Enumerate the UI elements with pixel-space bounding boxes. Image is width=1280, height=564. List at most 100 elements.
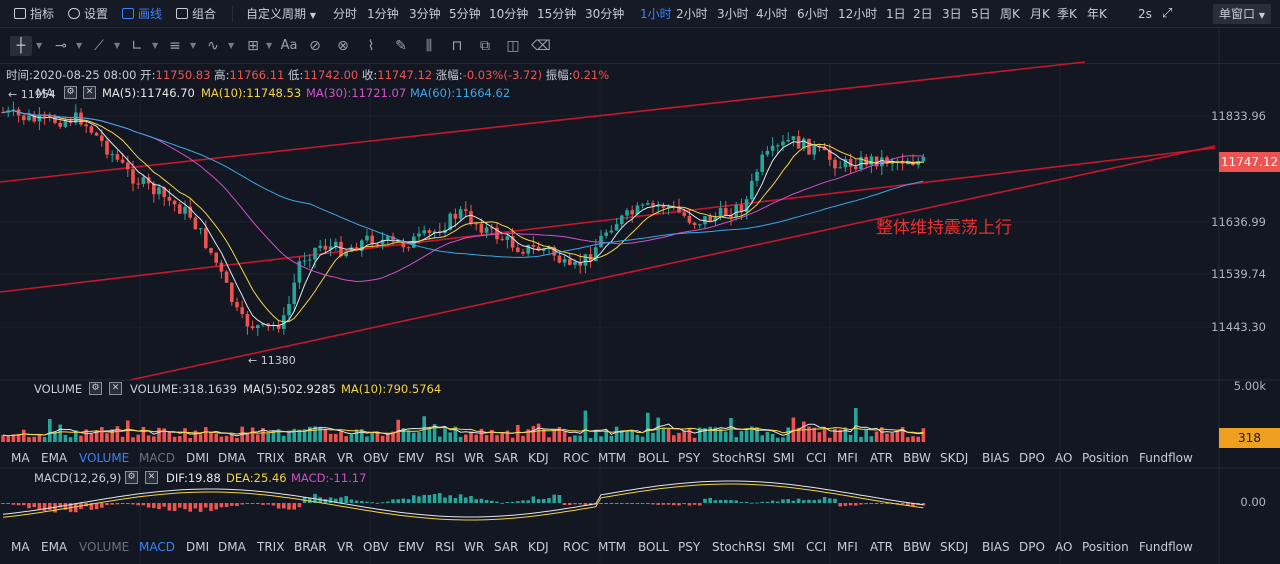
indicator-tab-wr[interactable]: WR bbox=[464, 451, 485, 465]
period-3[interactable]: 5分钟 bbox=[449, 7, 481, 21]
indicator-tab-ao[interactable]: AO bbox=[1055, 451, 1073, 465]
period-9[interactable]: 3小时 bbox=[717, 7, 749, 21]
indicator-tab-dpo[interactable]: DPO bbox=[1019, 540, 1045, 554]
custom-period-dropdown[interactable]: 自定义周期 ▼ bbox=[246, 7, 316, 21]
period-14[interactable]: 2日 bbox=[913, 7, 933, 21]
angle-tool-icon[interactable]: ∟ bbox=[131, 38, 143, 54]
period-6[interactable]: 30分钟 bbox=[585, 7, 625, 21]
caret-down-icon[interactable]: ▼ bbox=[36, 41, 43, 50]
indicator-tab-smi[interactable]: SMI bbox=[773, 451, 795, 465]
trend-annotation[interactable]: 整体维持震荡上行 bbox=[876, 218, 1012, 238]
caret-down-icon[interactable]: ▼ bbox=[266, 41, 273, 50]
indicator-tab-emv[interactable]: EMV bbox=[398, 451, 425, 465]
period-1[interactable]: 1分钟 bbox=[367, 7, 399, 21]
indicator-tab-ma[interactable]: MA bbox=[11, 451, 30, 465]
indicator-tab-fundflow[interactable]: Fundflow bbox=[1139, 540, 1193, 554]
channel-upper-line[interactable] bbox=[0, 61, 1086, 183]
trend-channel[interactable] bbox=[0, 61, 1216, 381]
copy-icon[interactable]: ⧉ bbox=[480, 38, 490, 54]
indicator-tab-sar[interactable]: SAR bbox=[494, 540, 519, 554]
period-20[interactable]: 年K bbox=[1087, 7, 1107, 21]
settings-icon[interactable]: ⚙ bbox=[64, 86, 77, 99]
period-10[interactable]: 4小时 bbox=[756, 7, 788, 21]
period-18[interactable]: 月K bbox=[1030, 7, 1050, 21]
indicator-tab-atr[interactable]: ATR bbox=[870, 540, 893, 554]
indicator-tab-sar[interactable]: SAR bbox=[494, 451, 519, 465]
indicator-tab-emv[interactable]: EMV bbox=[398, 540, 425, 554]
caret-down-icon[interactable]: ▼ bbox=[76, 41, 83, 50]
indicator-tab-obv[interactable]: OBV bbox=[363, 451, 389, 465]
period-16[interactable]: 5日 bbox=[971, 7, 991, 21]
indicator-tab-wr[interactable]: WR bbox=[464, 540, 485, 554]
measure-tool-icon[interactable]: ⊞ bbox=[247, 38, 259, 54]
magnet-icon[interactable]: ⊘ bbox=[309, 38, 321, 54]
indicator-tab-rsi[interactable]: RSI bbox=[435, 540, 455, 554]
period-8[interactable]: 2小时 bbox=[676, 7, 708, 21]
refresh-interval[interactable]: 2s bbox=[1138, 7, 1152, 21]
indicator-tab-smi[interactable]: SMI bbox=[773, 540, 795, 554]
indicator-tab-dmi[interactable]: DMI bbox=[186, 540, 210, 554]
horizontal-line-tool-icon[interactable]: ⊸ bbox=[55, 38, 67, 54]
indicator-tab-mtm[interactable]: MTM bbox=[598, 451, 627, 465]
indicator-tab-boll[interactable]: BOLL bbox=[638, 451, 669, 465]
indicator-tab-dma[interactable]: DMA bbox=[218, 451, 246, 465]
indicator-tab-ma[interactable]: MA bbox=[11, 540, 30, 554]
indicator-tab-stochrsi[interactable]: StochRSI bbox=[712, 451, 766, 465]
caret-down-icon[interactable]: ▼ bbox=[152, 41, 159, 50]
indicator-tab-ema[interactable]: EMA bbox=[41, 451, 68, 465]
caret-down-icon[interactable]: ▼ bbox=[190, 41, 197, 50]
lock-icon[interactable]: ⊓ bbox=[451, 38, 463, 54]
expand-icon[interactable]: ⤢ bbox=[1162, 6, 1173, 21]
close-icon[interactable]: ✕ bbox=[83, 86, 96, 99]
indicator-tab-obv[interactable]: OBV bbox=[363, 540, 389, 554]
draw-button[interactable]: 画线 bbox=[122, 0, 162, 28]
indicator-tab-roc[interactable]: ROC bbox=[563, 540, 590, 554]
period-0[interactable]: 分时 bbox=[333, 7, 358, 21]
ruler-icon[interactable]: ⌇ bbox=[367, 38, 375, 54]
period-5[interactable]: 15分钟 bbox=[537, 7, 577, 21]
indicator-tab-dpo[interactable]: DPO bbox=[1019, 451, 1045, 465]
indicator-tab-kdj[interactable]: KDJ bbox=[528, 540, 549, 554]
indicator-tab-vr[interactable]: VR bbox=[337, 451, 354, 465]
caret-down-icon[interactable]: ▼ bbox=[228, 41, 235, 50]
indicator-tab-skdj[interactable]: SKDJ bbox=[940, 451, 969, 465]
indicator-tab-position[interactable]: Position bbox=[1082, 540, 1129, 554]
indicator-tab-roc[interactable]: ROC bbox=[563, 451, 590, 465]
indicator-tab-stochrsi[interactable]: StochRSI bbox=[712, 540, 766, 554]
period-15[interactable]: 3日 bbox=[942, 7, 962, 21]
indicator-tab-ao[interactable]: AO bbox=[1055, 540, 1073, 554]
channel-lower-line[interactable] bbox=[129, 145, 1216, 381]
wave-tool-icon[interactable]: ∿ bbox=[207, 38, 219, 54]
trash-icon[interactable]: ⌫ bbox=[531, 38, 551, 54]
indicator-tab-macd[interactable]: MACD bbox=[139, 451, 175, 465]
indicator-tab-vr[interactable]: VR bbox=[337, 540, 354, 554]
period-2[interactable]: 3分钟 bbox=[409, 7, 441, 21]
indicator-tab-trix[interactable]: TRIX bbox=[257, 451, 285, 465]
indicator-tab-trix[interactable]: TRIX bbox=[257, 540, 285, 554]
indicator-tab-brar[interactable]: BRAR bbox=[294, 451, 327, 465]
indicator-tab-bias[interactable]: BIAS bbox=[982, 451, 1010, 465]
indicators-button[interactable]: 指标 bbox=[14, 0, 54, 28]
close-icon[interactable]: ✕ bbox=[145, 471, 158, 484]
caret-down-icon[interactable]: ▼ bbox=[114, 41, 121, 50]
parallel-lines-tool-icon[interactable]: ≡ bbox=[169, 38, 181, 54]
settings-icon[interactable]: ⚙ bbox=[89, 382, 102, 395]
period-11[interactable]: 6小时 bbox=[797, 7, 829, 21]
indicator-tab-volume[interactable]: VOLUME bbox=[79, 540, 130, 554]
indicator-tab-macd[interactable]: MACD bbox=[139, 540, 175, 554]
indicator-tab-volume[interactable]: VOLUME bbox=[79, 451, 130, 465]
period-17[interactable]: 周K bbox=[1000, 7, 1020, 21]
period-19[interactable]: 季K bbox=[1057, 7, 1077, 21]
hide-icon[interactable]: ◫ bbox=[506, 38, 520, 54]
candles-icon[interactable]: ⫼ bbox=[425, 38, 433, 54]
period-12[interactable]: 12小时 bbox=[838, 7, 878, 21]
indicator-tab-ema[interactable]: EMA bbox=[41, 540, 68, 554]
indicator-tab-bbw[interactable]: BBW bbox=[903, 451, 931, 465]
indicator-tab-dma[interactable]: DMA bbox=[218, 540, 246, 554]
indicator-tab-mfi[interactable]: MFI bbox=[837, 451, 858, 465]
indicator-tab-skdj[interactable]: SKDJ bbox=[940, 540, 969, 554]
indicator-tab-boll[interactable]: BOLL bbox=[638, 540, 669, 554]
channel-mid-line[interactable] bbox=[0, 147, 1216, 293]
indicator-tab-psy[interactable]: PSY bbox=[678, 451, 701, 465]
indicator-tab-kdj[interactable]: KDJ bbox=[528, 451, 549, 465]
